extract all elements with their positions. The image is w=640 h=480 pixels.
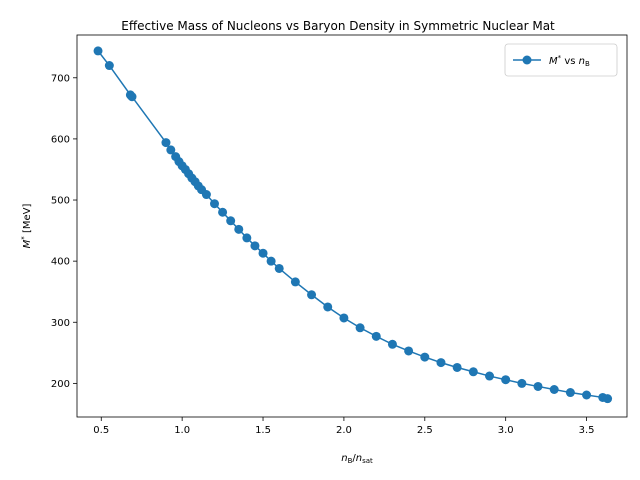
legend-marker bbox=[522, 55, 532, 65]
data-point bbox=[501, 375, 511, 385]
y-tick-label: 200 bbox=[51, 379, 70, 390]
data-point bbox=[339, 313, 349, 323]
x-tick-label: 3.5 bbox=[579, 425, 595, 436]
data-point bbox=[127, 92, 137, 102]
data-point bbox=[266, 256, 276, 266]
x-tick-label: 3.0 bbox=[498, 425, 514, 436]
data-point bbox=[533, 381, 543, 391]
data-point bbox=[307, 290, 317, 300]
y-tick-label: 400 bbox=[51, 257, 70, 268]
data-point bbox=[290, 277, 300, 287]
data-point bbox=[517, 378, 527, 388]
y-axis-label: M* [MeV] bbox=[20, 204, 33, 249]
chart-title: Effective Mass of Nucleons vs Baryon Den… bbox=[121, 19, 555, 33]
y-tick-label: 500 bbox=[51, 196, 70, 207]
data-point bbox=[234, 224, 244, 234]
x-tick-label: 2.0 bbox=[336, 425, 352, 436]
y-tick-label: 300 bbox=[51, 318, 70, 329]
legend-label: M* vs nB bbox=[549, 54, 590, 68]
y-tick-label: 600 bbox=[51, 134, 70, 145]
x-tick-label: 1.5 bbox=[255, 425, 271, 436]
data-point bbox=[452, 362, 462, 372]
data-points bbox=[93, 46, 613, 404]
data-point bbox=[93, 46, 103, 56]
data-point bbox=[387, 339, 397, 349]
data-point bbox=[371, 331, 381, 341]
data-point bbox=[226, 216, 236, 226]
x-tick-label: 2.5 bbox=[417, 425, 433, 436]
data-point bbox=[404, 346, 414, 356]
data-point bbox=[549, 384, 559, 394]
data-point bbox=[485, 371, 494, 381]
data-point bbox=[603, 394, 613, 404]
legend-box bbox=[504, 43, 618, 77]
plot-area bbox=[76, 34, 628, 418]
data-point bbox=[218, 207, 228, 217]
data-point bbox=[250, 241, 260, 251]
data-point bbox=[565, 388, 575, 398]
data-point bbox=[274, 263, 284, 273]
data-point bbox=[161, 138, 171, 148]
data-point bbox=[582, 390, 592, 400]
data-point bbox=[323, 302, 333, 312]
data-point bbox=[355, 323, 365, 333]
y-tick-label: 700 bbox=[51, 73, 70, 84]
data-point bbox=[468, 367, 478, 377]
data-point bbox=[210, 199, 219, 209]
data-point bbox=[242, 233, 252, 243]
data-point bbox=[420, 352, 430, 362]
x-axis-label: nB/nsat bbox=[341, 453, 373, 465]
data-point bbox=[201, 190, 211, 200]
x-axis: 0.5 1.0 1.5 2.0 2.5 3.0 3.5 bbox=[93, 417, 595, 436]
data-point bbox=[258, 248, 268, 258]
data-point bbox=[166, 145, 176, 155]
legend: M* vs nB bbox=[504, 43, 618, 77]
x-tick-label: 0.5 bbox=[93, 425, 109, 436]
y-axis: 200 300 400 500 600 700 bbox=[51, 73, 77, 390]
x-tick-label: 1.0 bbox=[174, 425, 190, 436]
data-point bbox=[104, 61, 114, 71]
data-point bbox=[436, 358, 446, 368]
